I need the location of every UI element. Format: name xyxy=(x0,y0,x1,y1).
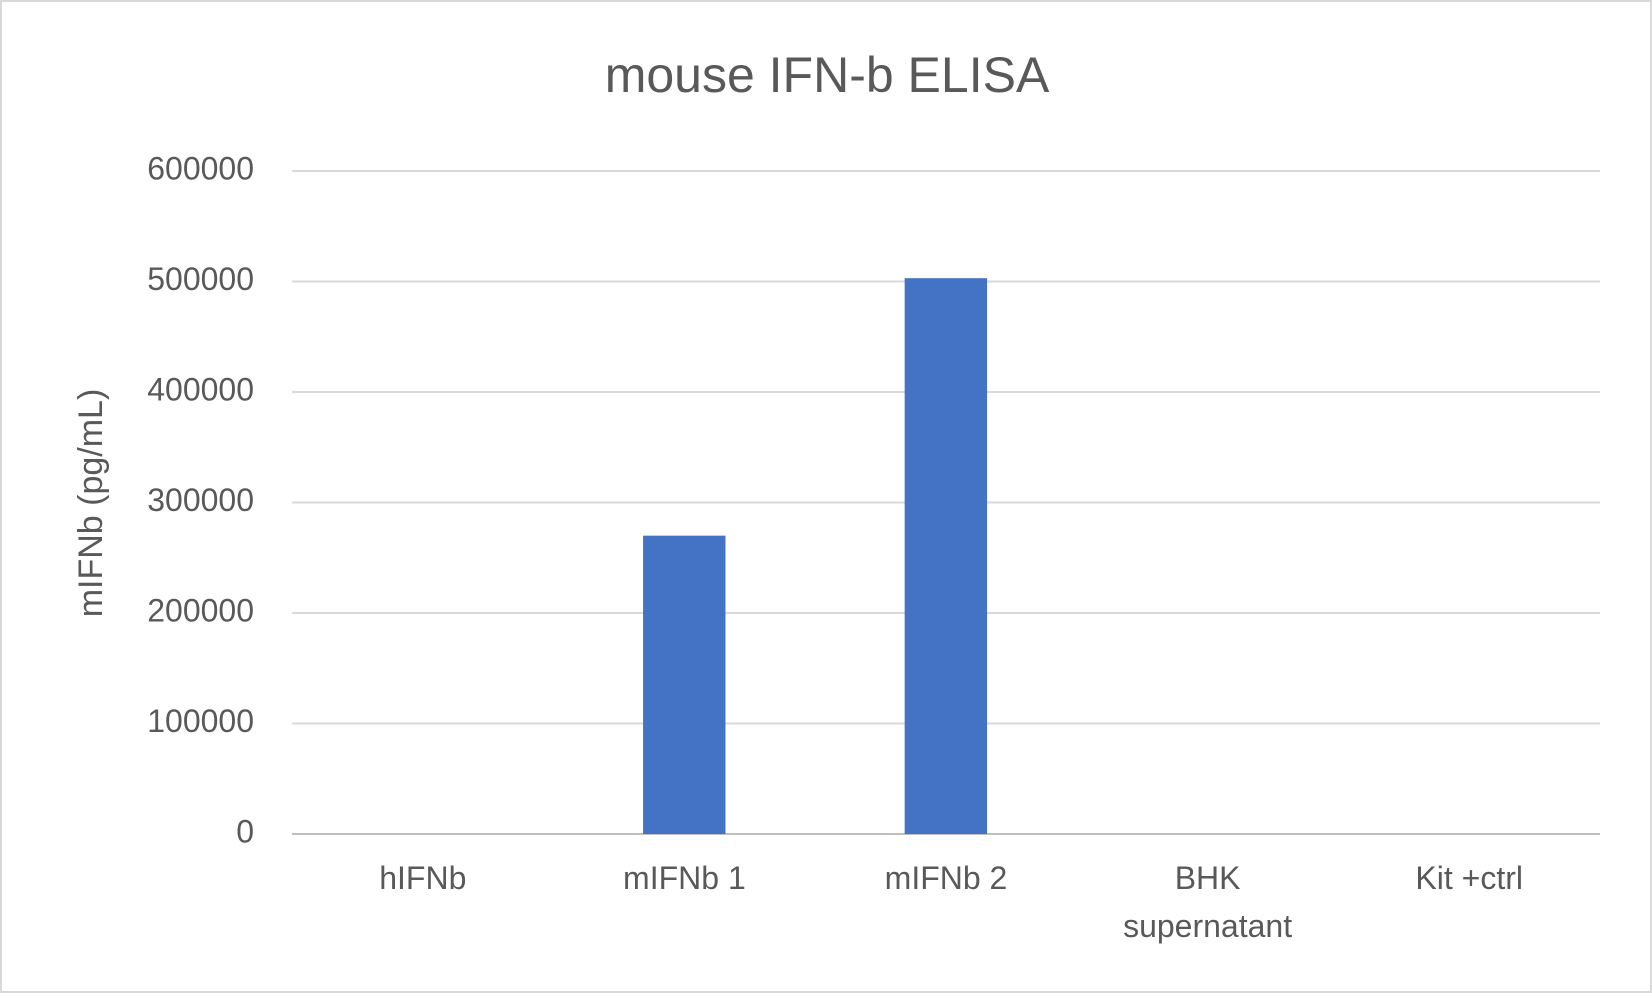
x-tick-label: BHK supernatant xyxy=(1123,860,1293,944)
y-tick-label: 600000 xyxy=(147,150,254,186)
x-tick-label: Kit +ctrl xyxy=(1415,860,1523,896)
chart-title: mouse IFN-b ELISA xyxy=(605,47,1050,103)
y-tick-label: 100000 xyxy=(147,703,254,739)
y-tick-label: 400000 xyxy=(147,371,254,407)
x-tick-label: hIFNb xyxy=(379,860,467,896)
y-axis-label: mIFNb (pg/mL) xyxy=(72,389,110,618)
y-tick-label: 500000 xyxy=(147,261,254,297)
x-tick-label: mIFNb 1 xyxy=(623,860,746,896)
bar xyxy=(643,535,726,834)
x-tick-label: mIFNb 2 xyxy=(884,860,1008,896)
y-tick-label: 300000 xyxy=(147,482,254,518)
y-tick-label: 200000 xyxy=(147,592,254,628)
bar xyxy=(904,278,988,834)
y-tick-label: 0 xyxy=(236,813,254,849)
